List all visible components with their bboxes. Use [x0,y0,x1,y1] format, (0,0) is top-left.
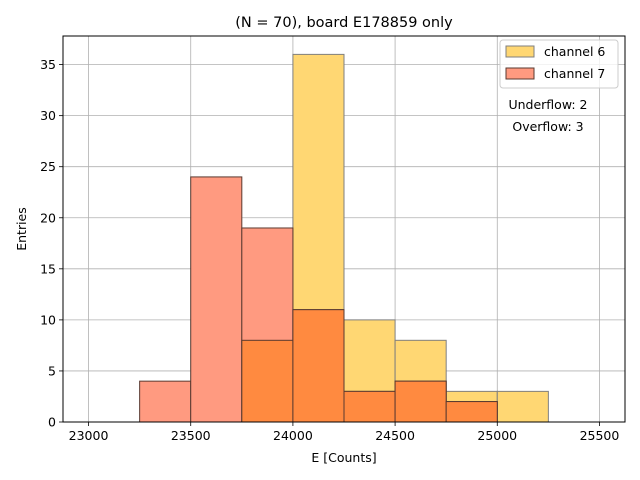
y-tick-label: 5 [48,363,56,378]
overlap-bar [394,380,447,423]
plot-frame [62,35,626,423]
x-tick-label: 25000 [477,428,517,443]
overlap-bar [343,390,396,423]
overlap-bar [292,309,345,423]
y-tick-label: 25 [40,159,56,174]
channel-7-bar [139,380,192,423]
y-tick-label: 0 [48,415,56,430]
legend: channel 6 channel 7 [499,39,619,89]
chart-title: (N = 70), board E178859 only [235,15,453,31]
overlap-bar [241,339,294,423]
overflow-annotation: Overflow: 3 [512,119,583,134]
y-tick-label: 35 [40,57,56,72]
channel-7-bar [190,176,243,423]
x-axis-label: E [Counts] [311,450,376,465]
y-tick-label: 10 [40,312,56,327]
x-axis-ticks: 23000 23500 24000 24500 25000 25500 [69,422,620,443]
x-tick-label: 25500 [580,428,620,443]
x-tick-label: 23000 [69,428,109,443]
underflow-annotation: Underflow: 2 [508,97,587,112]
y-axis-label: Entries [14,207,29,251]
y-axis-ticks: 0 5 10 15 20 25 30 35 [40,57,63,430]
channel-6-bar [496,390,549,423]
y-tick-label: 15 [40,261,56,276]
x-tick-label: 24500 [375,428,415,443]
y-tick-label: 20 [40,210,56,225]
legend-swatch-channel-7 [505,67,535,80]
y-tick-label: 30 [40,108,56,123]
legend-swatch-channel-6 [505,45,535,58]
x-tick-label: 23500 [171,428,211,443]
x-tick-label: 24000 [273,428,313,443]
overlap-bar [445,401,498,423]
legend-label-channel-6: channel 6 [544,44,605,59]
legend-label-channel-7: channel 7 [544,66,605,81]
